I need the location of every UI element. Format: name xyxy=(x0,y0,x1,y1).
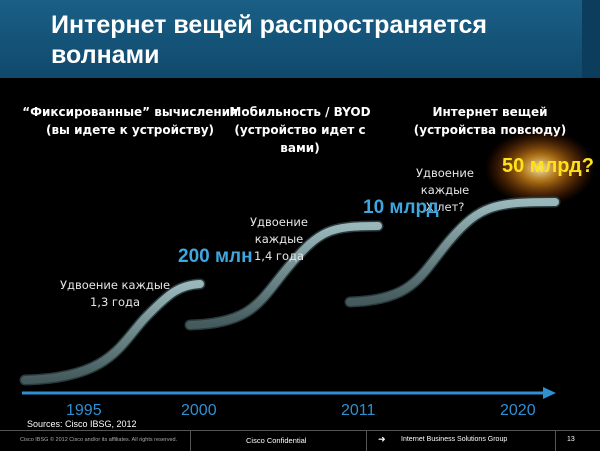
confidential-label: Cisco Confidential xyxy=(246,436,307,445)
right-arrow-icon: ➜ xyxy=(378,434,386,444)
column-heading-fixed-computing: “Фиксированные” вычисления (вы идете к у… xyxy=(22,105,238,137)
sources-note: Sources: Cisco IBSG, 2012 xyxy=(27,419,137,429)
page-number: 13 xyxy=(567,436,575,443)
doubling-note-3: Удвоение каждые X лет? xyxy=(416,166,474,214)
copyright-text: Cisco IBSG © 2012 Cisco and/or its affil… xyxy=(20,437,178,443)
year-1995: 1995 xyxy=(66,402,102,419)
year-2011: 2011 xyxy=(341,402,376,419)
title-bar-accent xyxy=(582,0,600,78)
footer-divider xyxy=(555,431,556,451)
year-2000: 2000 xyxy=(181,402,217,419)
figure-10b: 10 млрд xyxy=(363,197,439,218)
glow-burst xyxy=(485,130,595,206)
footer-divider xyxy=(190,431,191,451)
slide-footer: Cisco IBSG © 2012 Cisco and/or its affil… xyxy=(0,430,600,451)
doubling-note-2: Удвоение каждые 1,4 года xyxy=(250,215,308,263)
figure-200m: 200 млн xyxy=(178,246,253,267)
timeline-arrowhead xyxy=(543,387,556,399)
column-heading-mobility: Мобильность / BYOD (устройство идет с ва… xyxy=(229,105,371,155)
title-bar xyxy=(0,0,600,78)
group-label: Internet Business Solutions Group xyxy=(401,436,508,443)
year-2020: 2020 xyxy=(500,402,536,419)
footer-divider xyxy=(366,431,367,451)
slide-title: Интернет вещей распространяется волнами xyxy=(51,11,487,69)
doubling-note-1: Удвоение каждые 1,3 года xyxy=(59,278,171,309)
figure-50b: 50 млрд? xyxy=(502,155,594,177)
